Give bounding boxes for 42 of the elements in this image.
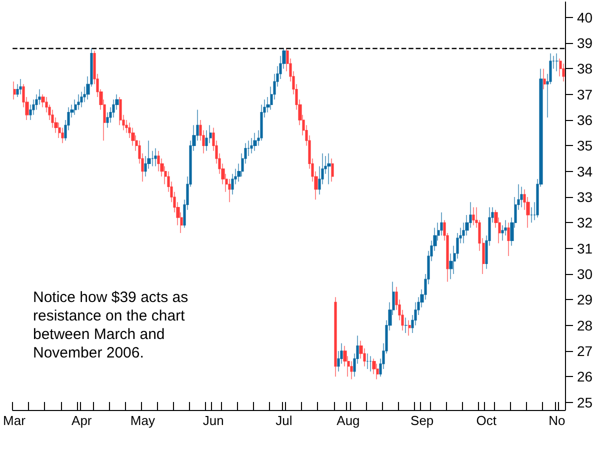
x-tick-label: Apr <box>72 413 92 428</box>
annotation: Notice how $39 acts as resistance on the chart between March and November 2006. <box>33 288 192 362</box>
candlestick <box>543 68 546 90</box>
y-tick-label: 35 <box>577 138 593 154</box>
y-tick-label: 38 <box>577 60 593 77</box>
y-tick-label: 39 <box>577 35 593 52</box>
candlestick <box>507 222 510 256</box>
y-tick-label: 29 <box>577 292 593 308</box>
candlestick <box>331 158 334 182</box>
x-tick-label: No <box>548 413 566 428</box>
candlestick <box>472 206 475 226</box>
x-tick-label: Oct <box>476 413 497 428</box>
y-tick-label: 36 <box>577 112 593 128</box>
candlestick <box>404 317 408 334</box>
candlestick <box>366 353 369 370</box>
candlestick <box>327 153 331 184</box>
candlestick <box>369 356 372 372</box>
y-tick-label: 25 <box>577 394 593 410</box>
y-tick-label: 26 <box>577 368 593 385</box>
x-tick-label: Sep <box>410 413 434 428</box>
candlestick <box>253 132 257 152</box>
y-tick-label: 31 <box>577 240 593 256</box>
y-tick-label: 32 <box>577 214 593 231</box>
y-tick-label: 37 <box>577 86 593 102</box>
x-tick-label: Mar <box>2 413 26 428</box>
x-tick-label: May <box>130 413 156 428</box>
candlestick <box>19 78 22 95</box>
y-tick-label: 34 <box>577 163 593 180</box>
y-tick-label: 28 <box>577 317 593 334</box>
candlestick <box>408 320 411 336</box>
y-tick-label: 30 <box>577 266 593 282</box>
candlestick <box>520 186 523 208</box>
candlestick <box>154 148 157 167</box>
x-tick-label: Jun <box>202 413 224 428</box>
y-tick-label: 27 <box>577 342 593 359</box>
y-tick-label: 33 <box>577 189 593 206</box>
x-tick-label: Jul <box>276 413 292 428</box>
x-tick-label: Aug <box>336 413 360 428</box>
candlestick <box>13 81 16 100</box>
candlestick <box>555 53 559 72</box>
candlestick <box>334 296 337 377</box>
y-tick-label: 40 <box>577 9 593 26</box>
